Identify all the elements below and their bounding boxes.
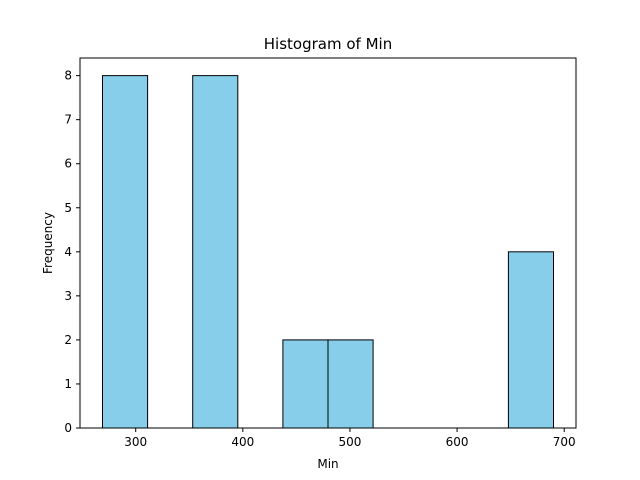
histogram-bar-6 [327, 339, 374, 429]
x-tick-label: 500 [339, 435, 362, 449]
y-tick-label: 7 [64, 113, 72, 127]
y-tick-label: 1 [64, 377, 72, 391]
x-axis-label: Min [317, 457, 338, 471]
chart-title: Histogram of Min [264, 35, 392, 53]
histogram-bar-3 [192, 75, 239, 429]
histogram-bar-1 [101, 75, 149, 429]
x-ticks-group: 300 400 500 600 700 [124, 428, 576, 449]
y-tick-label: 8 [64, 69, 72, 83]
y-tick-label: 2 [64, 333, 72, 347]
x-tick-label: 300 [124, 435, 147, 449]
histogram-bar-5 [282, 339, 329, 429]
x-tick-label: 600 [446, 435, 469, 449]
y-tick-label: 0 [64, 421, 72, 435]
y-axis-label: Frequency [41, 212, 55, 274]
y-tick-label: 5 [64, 201, 72, 215]
y-tick-label: 3 [64, 289, 72, 303]
bars-group [101, 75, 555, 429]
y-ticks-group: 0 1 2 3 4 5 6 7 8 [64, 69, 80, 435]
y-tick-label: 4 [64, 245, 72, 259]
x-tick-label: 700 [553, 435, 576, 449]
x-tick-label: 400 [231, 435, 254, 449]
y-tick-label: 6 [64, 157, 72, 171]
plot-frame [79, 57, 577, 429]
histogram-bar-10 [507, 251, 555, 429]
